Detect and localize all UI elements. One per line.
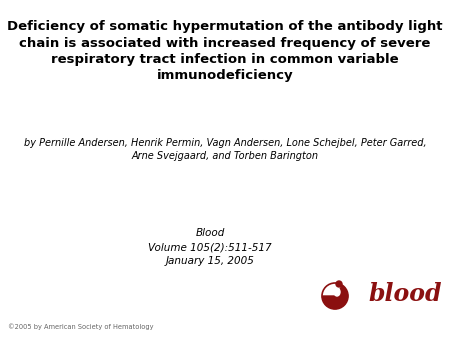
Circle shape [336, 281, 342, 287]
Text: blood: blood [368, 282, 441, 306]
Wedge shape [323, 286, 347, 309]
Text: Blood
Volume 105(2):511-517
January 15, 2005: Blood Volume 105(2):511-517 January 15, … [148, 228, 272, 266]
Text: ©2005 by American Society of Hematology: ©2005 by American Society of Hematology [8, 323, 153, 330]
Ellipse shape [334, 288, 340, 296]
Text: Deficiency of somatic hypermutation of the antibody light
chain is associated wi: Deficiency of somatic hypermutation of t… [7, 20, 443, 82]
Text: by Pernille Andersen, Henrik Permin, Vagn Andersen, Lone Schejbel, Peter Garred,: by Pernille Andersen, Henrik Permin, Vag… [24, 138, 426, 161]
